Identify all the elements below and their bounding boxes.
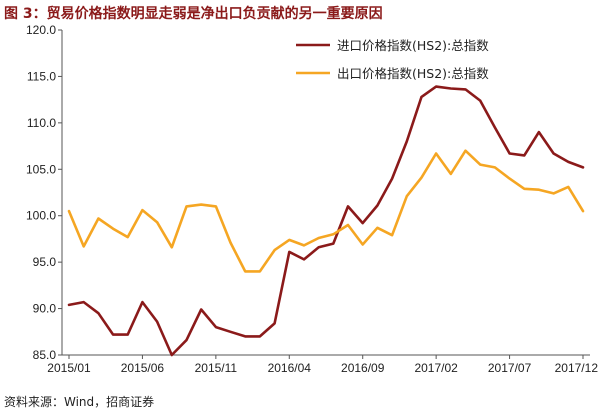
source-note: 资料来源：Wind，招商证券	[4, 395, 155, 409]
legend-label: 出口价格指数(HS2):总指数	[337, 66, 489, 81]
x-tick-label: 2017/07	[488, 361, 532, 375]
y-tick-label: 115.0	[27, 69, 56, 83]
x-tick-label: 2017/02	[414, 361, 458, 375]
y-tick-label: 95.0	[33, 255, 57, 269]
series-line-export	[67, 149, 585, 273]
series-line-import	[67, 85, 585, 357]
chart-title: 图 3：贸易价格指数明显走弱是净出口负贡献的另一重要原因	[4, 6, 383, 22]
x-tick-label: 2016/04	[268, 361, 312, 375]
y-tick-label: 120.0	[26, 23, 56, 37]
y-tick-label: 105.0	[26, 162, 56, 176]
axes: 85.0 90.0 95.0 100.0 105.0 110.0 115.0 120.0 201…	[26, 23, 598, 375]
x-tick-label: 2016/09	[341, 361, 385, 375]
y-tick-label: 110.0	[27, 116, 56, 130]
x-tick-label: 2015/06	[121, 361, 165, 375]
y-tick-label: 85.0	[33, 348, 57, 362]
legend-label: 进口价格指数(HS2):总指数	[337, 38, 489, 53]
series-layer	[67, 85, 585, 357]
x-tick-label: 2017/12	[555, 361, 599, 375]
x-tick-label: 2015/01	[47, 361, 91, 375]
y-tick-label: 100.0	[26, 209, 56, 223]
y-tick-label: 90.0	[33, 302, 57, 316]
x-tick-label: 2015/11	[195, 361, 238, 375]
